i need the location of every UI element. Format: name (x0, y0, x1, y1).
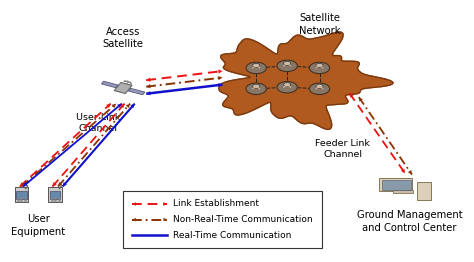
Text: Link Establishment: Link Establishment (173, 199, 259, 209)
Circle shape (316, 63, 323, 67)
Text: User
Equipment: User Equipment (11, 214, 65, 237)
Bar (393, 190, 413, 193)
Circle shape (283, 61, 291, 65)
Bar (417, 182, 431, 200)
Text: Feeder Link
Channel: Feeder Link Channel (315, 139, 370, 159)
FancyBboxPatch shape (123, 191, 322, 248)
Circle shape (283, 83, 291, 87)
Polygon shape (114, 83, 132, 94)
Bar (379, 178, 412, 191)
Circle shape (246, 83, 266, 95)
Text: User Link
Channel: User Link Channel (75, 113, 120, 133)
Polygon shape (219, 32, 393, 129)
Circle shape (277, 60, 297, 72)
Circle shape (246, 62, 266, 74)
Text: Ground Management
and Control Center: Ground Management and Control Center (357, 210, 463, 233)
Circle shape (253, 63, 260, 67)
Text: Non-Real-Time Communication: Non-Real-Time Communication (173, 215, 312, 224)
Polygon shape (128, 88, 145, 95)
Text: Satellite
Network: Satellite Network (299, 13, 340, 36)
Text: Real-Time Communication: Real-Time Communication (173, 231, 291, 240)
Text: Access
Satellite: Access Satellite (103, 27, 144, 50)
Circle shape (277, 81, 297, 93)
Circle shape (310, 62, 330, 74)
Bar (16, 191, 27, 199)
Bar (50, 191, 61, 199)
Circle shape (310, 83, 330, 95)
Bar (48, 187, 62, 203)
Circle shape (253, 84, 260, 88)
Circle shape (316, 84, 323, 88)
Bar (15, 187, 28, 203)
Bar (383, 180, 411, 190)
Polygon shape (101, 81, 118, 88)
